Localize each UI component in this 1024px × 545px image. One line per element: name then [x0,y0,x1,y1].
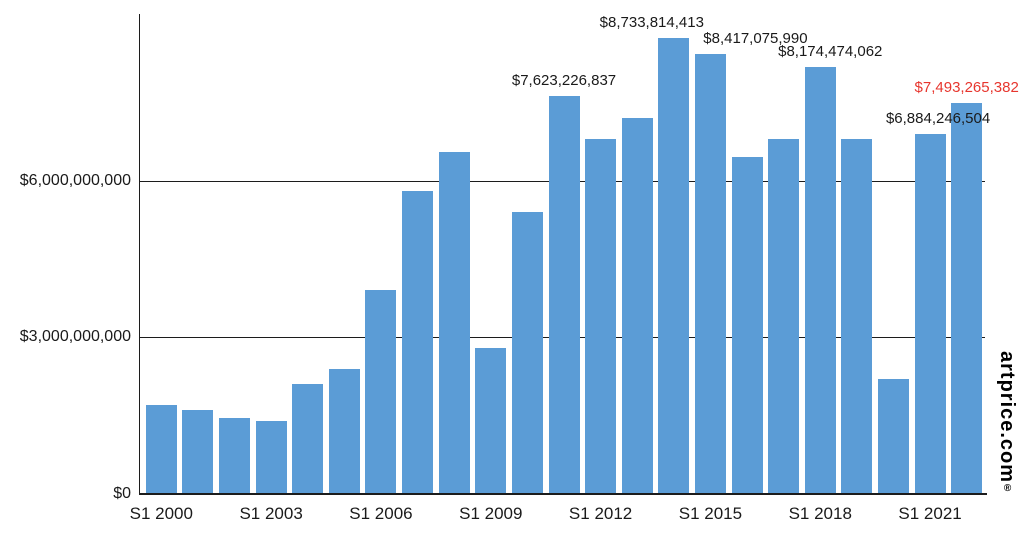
bar-s1-2005 [328,368,360,494]
bar-value-label: $8,417,075,990 [703,30,808,48]
bar-s1-2017 [768,138,800,494]
x-axis-tick-label: S1 2003 [239,504,303,523]
bar-s1-2003 [255,420,287,494]
bar-s1-2015 [694,54,726,494]
bar-s1-2012 [585,138,617,494]
bar-s1-2000 [145,405,177,494]
x-axis-tick-label: S1 2015 [678,504,743,523]
x-axis-tick-label: S1 2009 [459,504,523,523]
bar-s1-2014 [658,37,690,494]
bar-s1-2019 [841,138,873,494]
bar-s1-2008 [438,151,470,494]
bar-s1-2004 [292,384,324,494]
bar-s1-2010 [511,212,543,494]
bar-s1-2021 [914,134,946,494]
bar-s1-2020 [877,379,909,494]
bar-s1-2022 [951,102,983,494]
x-axis-tick-label: S1 2018 [788,504,852,523]
bar-value-label: $7,493,265,382 [914,78,1019,96]
bar-s1-2011 [548,95,580,494]
registered-trademark-icon: ® [1002,483,1013,495]
bar-s1-2009 [475,347,507,494]
bar-value-label: $6,884,246,504 [885,110,991,128]
y-axis-line [139,14,140,494]
bar-s1-2007 [402,191,434,494]
x-axis-tick-label: S1 2006 [349,504,413,523]
y-axis-tick-label: $3,000,000,000 [19,328,131,346]
bar-s1-2002 [219,418,251,494]
y-axis-tick-label: $0 [113,485,131,502]
watermark-artprice: artprice.com® [995,351,1018,495]
bar-value-label: $8,733,814,413 [599,13,704,31]
bar-s1-2018 [804,67,836,494]
x-axis-tick-label: S1 2012 [568,504,633,523]
y-axis-tick-label: $6,000,000,000 [19,171,131,189]
bar-s1-2001 [182,410,214,494]
bar-value-label: $7,623,226,837 [511,71,617,89]
bar-s1-2006 [365,290,397,494]
x-axis-tick-label: S1 2000 [129,504,193,523]
bar-s1-2013 [621,118,653,494]
bar-s1-2016 [731,157,763,494]
x-axis-line [139,493,987,495]
watermark-text: artprice.com [996,350,1018,483]
bar-value-label: $8,174,474,062 [778,43,883,61]
x-axis-tick-label: S1 2021 [898,504,962,523]
